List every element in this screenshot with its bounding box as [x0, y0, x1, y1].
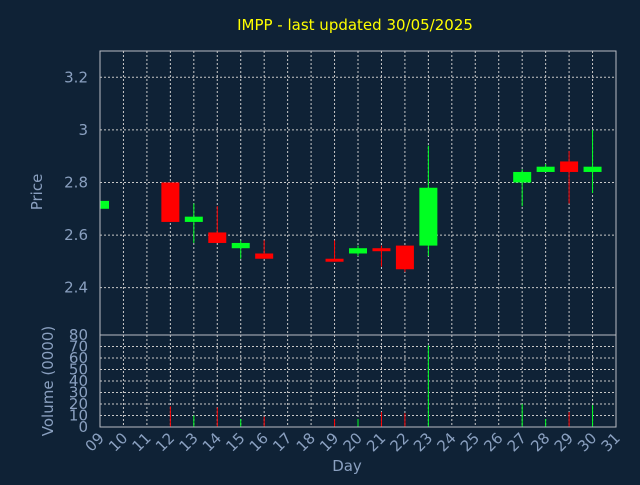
- candle-body: [349, 248, 367, 254]
- x-tick-label: 27: [504, 429, 530, 455]
- price-tick-label: 2.8: [64, 173, 88, 191]
- candle-body: [161, 182, 180, 222]
- candle-body: [184, 216, 203, 222]
- volume-tick-label: 10: [69, 407, 88, 425]
- x-tick-label: 17: [269, 429, 295, 455]
- volume-tick-label: 40: [69, 372, 88, 390]
- candle-body: [325, 258, 344, 262]
- x-axis-ticks: 0910111213141516171819202122232425262728…: [82, 429, 624, 455]
- x-tick-label: 22: [387, 429, 413, 455]
- x-tick-label: 18: [293, 429, 319, 455]
- x-tick-label: 26: [480, 429, 506, 455]
- price-tick-label: 3.2: [64, 68, 88, 86]
- x-tick-label: 19: [316, 429, 342, 455]
- candle-body: [583, 166, 602, 172]
- volume-tick-label: 80: [69, 326, 88, 344]
- chart-title: IMPP - last updated 30/05/2025: [237, 16, 473, 34]
- x-tick-label: 16: [246, 429, 272, 455]
- x-tick-label: 21: [363, 429, 389, 455]
- candle-body: [208, 232, 227, 243]
- x-tick-label: 29: [551, 429, 577, 455]
- price-y-axis: 2.4 2.6 2.8 3 3.2: [64, 68, 88, 296]
- volume-plot-frame: [99, 334, 617, 428]
- x-tick-label: 23: [410, 429, 436, 455]
- candle-body: [395, 245, 414, 270]
- candle-body: [419, 187, 438, 246]
- volume-series: [169, 345, 594, 427]
- x-tick-label: 10: [105, 429, 131, 455]
- price-tick-label: 2.6: [64, 226, 88, 244]
- candlestick-series: [99, 129, 602, 272]
- volume-tick-label: 70: [69, 338, 88, 356]
- x-tick-label: 31: [598, 429, 624, 455]
- x-tick-label: 30: [574, 429, 600, 455]
- volume-tick-label: 20: [69, 395, 88, 413]
- x-tick-label: 14: [199, 429, 225, 455]
- price-tick-label: 3: [78, 121, 88, 139]
- candle-body: [560, 161, 579, 172]
- volume-tick-label: 0: [78, 418, 88, 436]
- candle-body: [372, 248, 391, 252]
- x-tick-label: 25: [457, 429, 483, 455]
- x-tick-label: 13: [175, 429, 201, 455]
- x-tick-label: 11: [129, 429, 155, 455]
- candle-body: [513, 171, 532, 183]
- volume-tick-label: 60: [69, 349, 88, 367]
- candle-body: [255, 253, 274, 259]
- candle-body: [536, 166, 555, 172]
- plot-frames: [99, 50, 617, 428]
- volume-tick-label: 30: [69, 384, 88, 402]
- x-tick-label: 12: [152, 429, 178, 455]
- x-tick-label: 24: [433, 429, 459, 455]
- x-tick-label: 28: [527, 429, 553, 455]
- volume-axis-label: Volume (0000): [39, 326, 57, 436]
- price-axis-label: Price: [28, 174, 46, 211]
- volume-grid: [100, 334, 616, 428]
- candle-body: [231, 242, 250, 249]
- x-tick-label: 15: [222, 429, 248, 455]
- price-tick-label: 2.4: [64, 279, 88, 297]
- x-axis-label: Day: [332, 457, 362, 475]
- candle-body: [100, 200, 109, 209]
- volume-tick-label: 50: [69, 361, 88, 379]
- x-tick-label: 20: [340, 429, 366, 455]
